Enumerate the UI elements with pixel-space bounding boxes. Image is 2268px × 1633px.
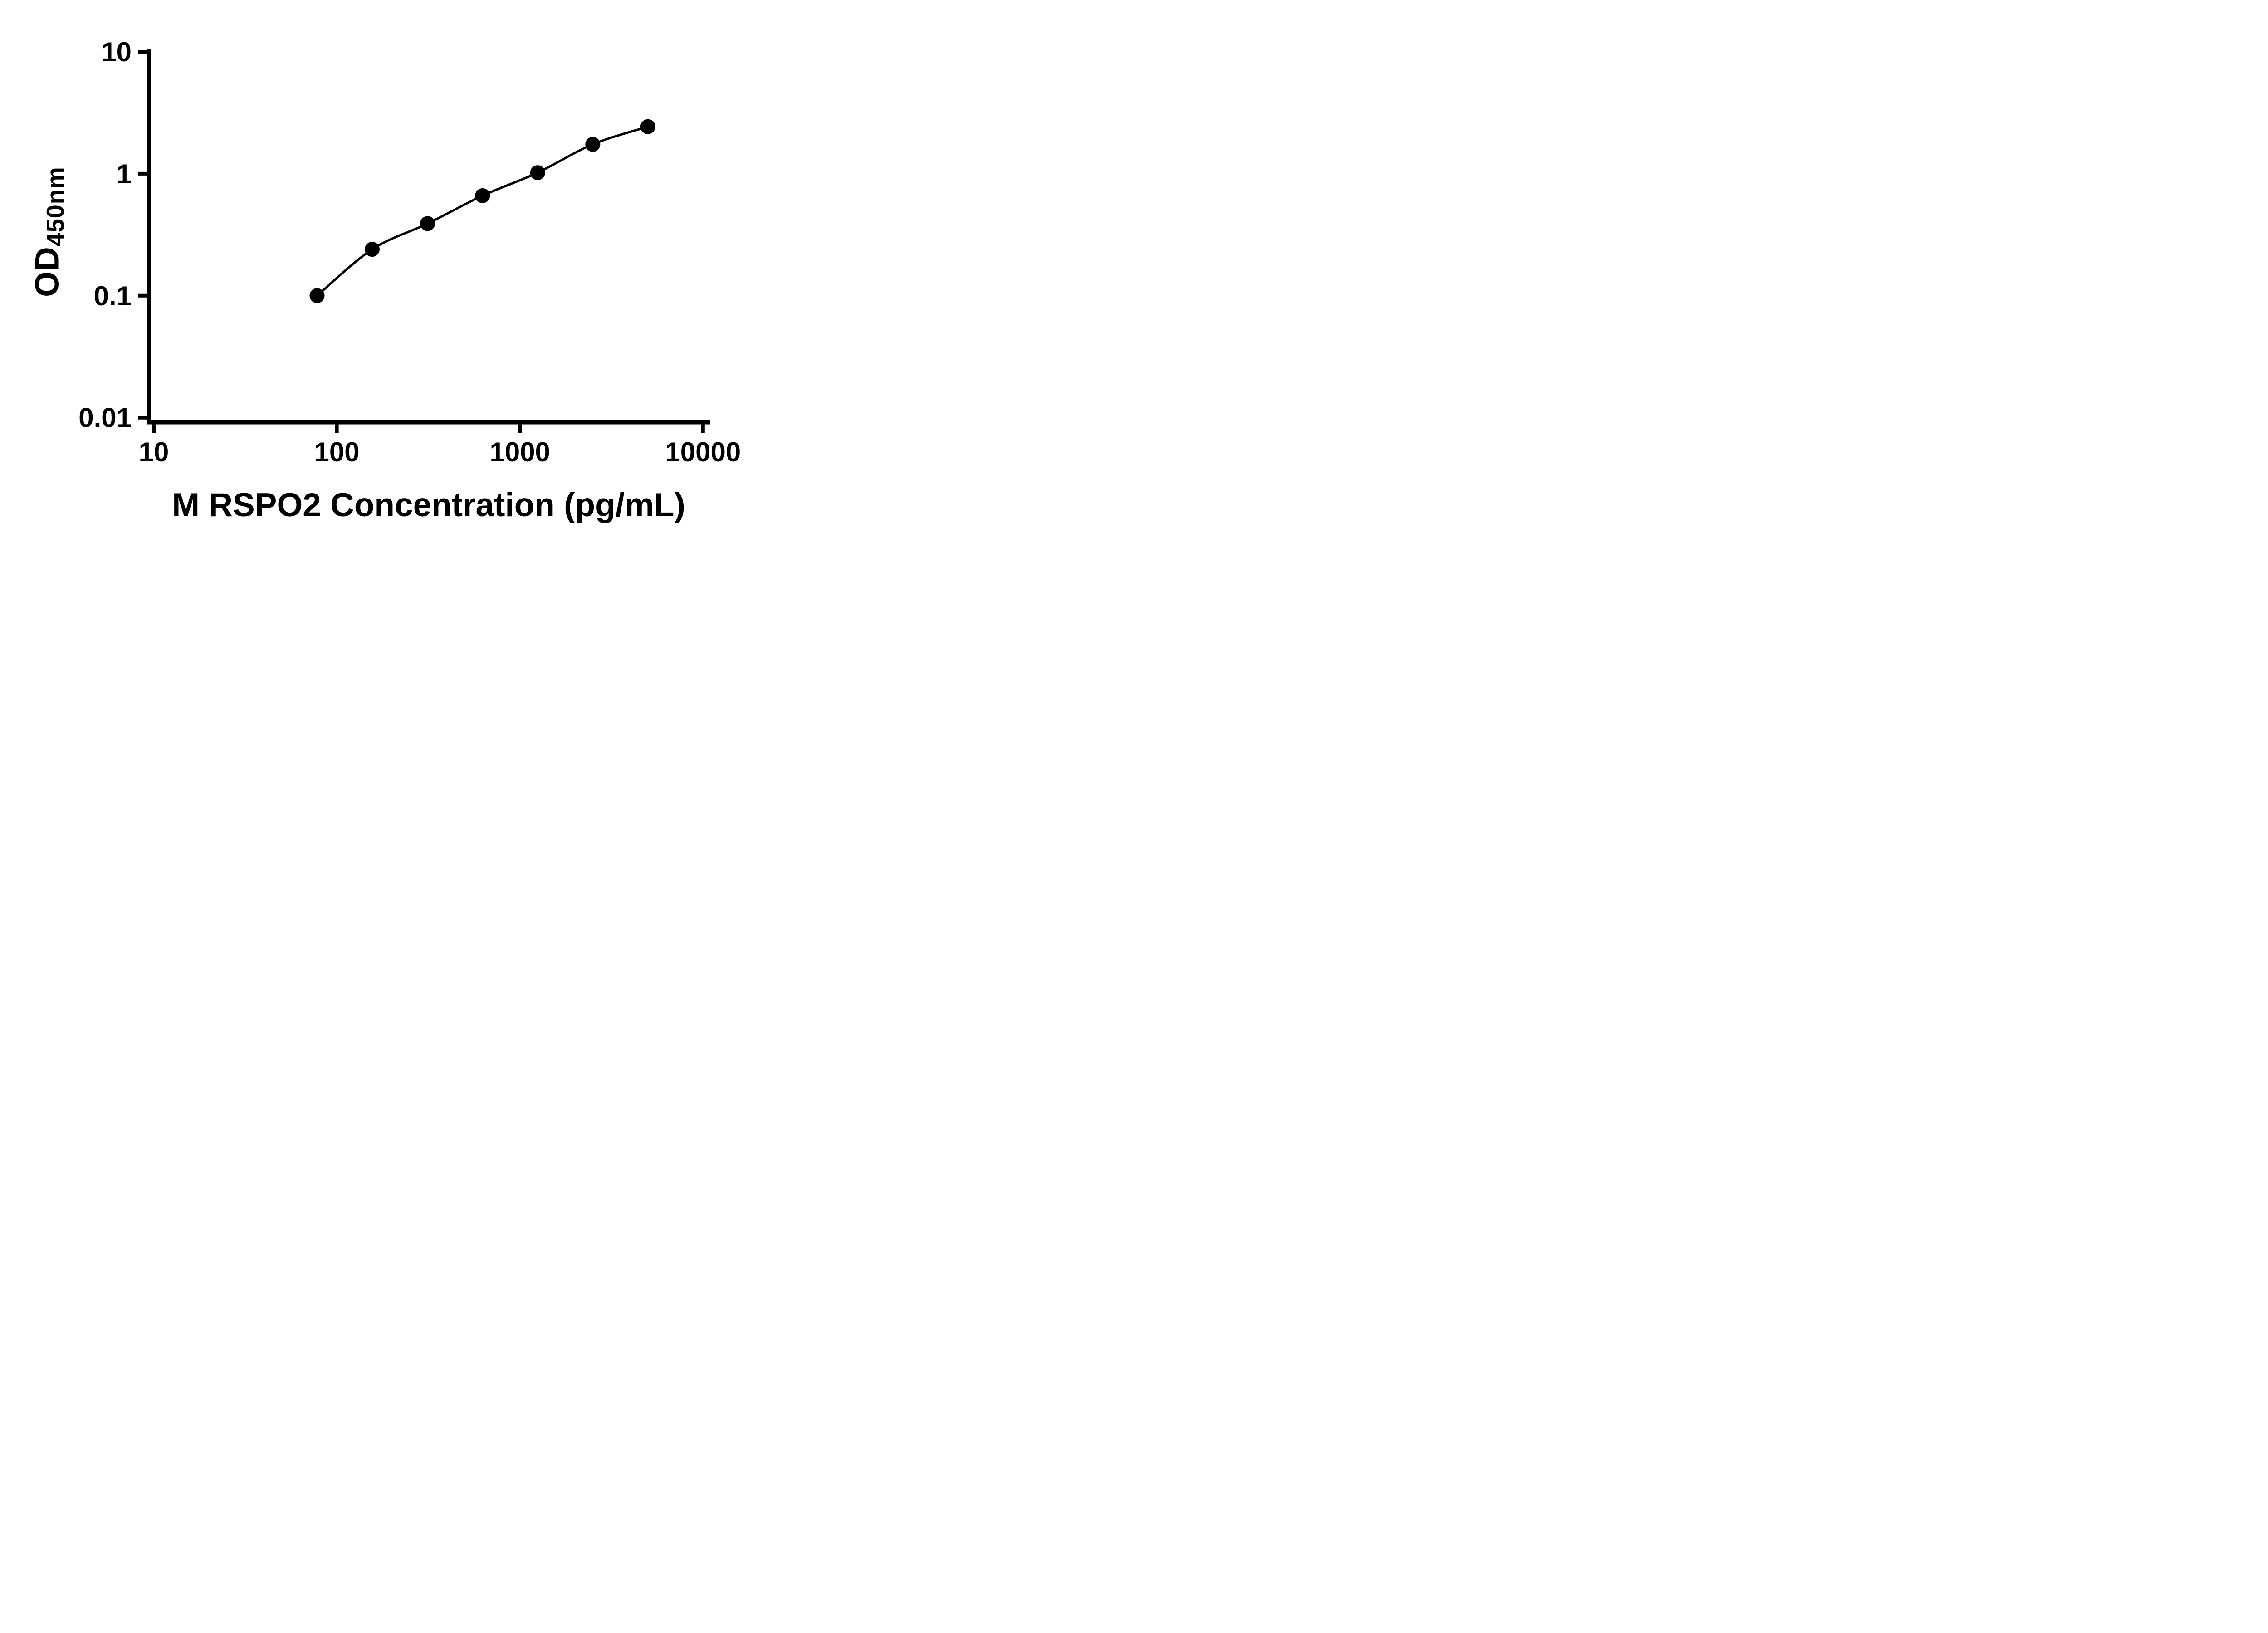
data-point bbox=[309, 288, 325, 303]
x-tick-label: 10000 bbox=[665, 437, 741, 467]
elisa-standard-curve-figure: 0.01 0.1 1 10 10 100 1000 10000 OD450nm M RSPO2… bbox=[0, 0, 777, 544]
standard-curve-plot: 0.01 0.1 1 10 10 100 1000 10000 bbox=[78, 37, 741, 467]
data-point bbox=[420, 216, 435, 231]
x-axis-title: M RSPO2 Concentration (pg/mL) bbox=[172, 487, 685, 523]
x-tick-label: 100 bbox=[314, 437, 360, 467]
data-point bbox=[530, 165, 545, 181]
y-tick-label: 0.1 bbox=[94, 281, 132, 311]
y-tick-label: 0.01 bbox=[78, 403, 132, 433]
y-tick-label: 1 bbox=[117, 159, 132, 189]
x-tick-label: 10 bbox=[139, 437, 169, 467]
x-tick-label: 1000 bbox=[489, 437, 550, 467]
y-axis-title-main: OD bbox=[29, 246, 66, 297]
y-axis-title-sub: 450nm bbox=[42, 166, 69, 247]
y-axis-title: OD450nm bbox=[29, 166, 70, 297]
y-tick-label: 10 bbox=[101, 37, 132, 67]
data-point bbox=[365, 242, 380, 257]
data-point bbox=[640, 119, 655, 134]
fitted-curve bbox=[316, 125, 649, 297]
data-point bbox=[475, 188, 490, 203]
data-point bbox=[585, 137, 601, 152]
